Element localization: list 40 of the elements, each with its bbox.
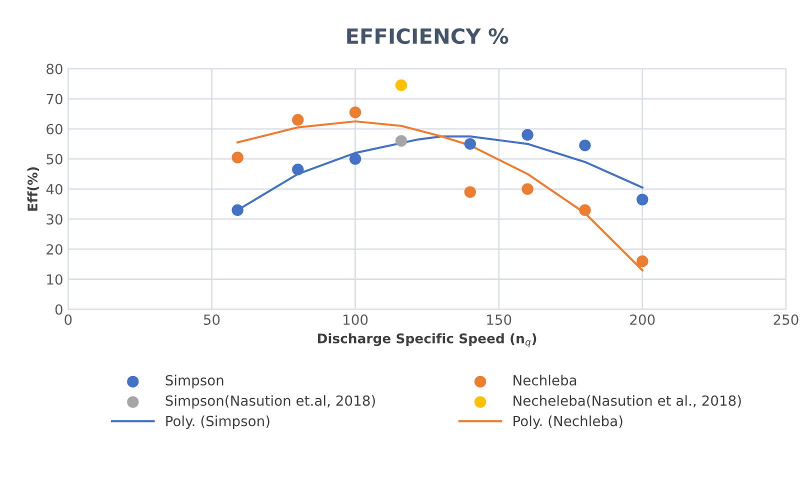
point bbox=[292, 114, 304, 126]
point bbox=[232, 152, 244, 164]
y-tick-label: 60 bbox=[46, 124, 62, 134]
x-tick-label: 200 bbox=[630, 314, 655, 325]
x-tick-label: 250 bbox=[774, 314, 798, 325]
point bbox=[522, 129, 534, 141]
y-tick-label: 0 bbox=[55, 304, 62, 315]
y-axis-title: Eff(%) bbox=[27, 167, 40, 211]
y-tick-label: 80 bbox=[46, 64, 62, 74]
y-tick-label: 10 bbox=[47, 274, 62, 285]
point bbox=[464, 138, 476, 150]
point bbox=[395, 79, 408, 92]
point bbox=[636, 194, 648, 206]
point bbox=[464, 186, 476, 198]
point bbox=[395, 135, 408, 147]
x-axis-title: Discharge Specific Speed (n$_{q}$) bbox=[318, 333, 536, 348]
x-tick-label: 100 bbox=[344, 314, 368, 325]
y-tick-label: 70 bbox=[46, 94, 62, 104]
x-tick-label: 50 bbox=[204, 314, 220, 325]
y-tick-label: 40 bbox=[46, 184, 62, 195]
legend-label: Poly. (Simpson) bbox=[166, 416, 270, 429]
point bbox=[232, 204, 244, 216]
chart-title: EFFICIENCY % bbox=[347, 28, 508, 44]
point bbox=[579, 140, 591, 152]
point bbox=[579, 204, 591, 216]
point bbox=[522, 183, 534, 195]
y-tick-label: 20 bbox=[46, 244, 62, 255]
y-tick-label: 30 bbox=[46, 214, 62, 225]
x-tick-label: 150 bbox=[487, 314, 512, 325]
point bbox=[636, 255, 648, 268]
legend-label: Nechleba bbox=[514, 374, 576, 386]
legend-label: Simpson(Nasution et.al, 2018) bbox=[166, 395, 375, 409]
legend-label: Simpson bbox=[166, 374, 224, 388]
y-tick-label: 50 bbox=[46, 154, 62, 164]
point bbox=[349, 153, 362, 165]
point bbox=[349, 106, 362, 118]
legend-label: Necheleba(Nasution et al., 2018) bbox=[514, 395, 741, 408]
legend-label: Poly. (Nechleba) bbox=[514, 416, 622, 429]
x-tick-label: 0 bbox=[64, 314, 72, 325]
point bbox=[292, 164, 304, 176]
